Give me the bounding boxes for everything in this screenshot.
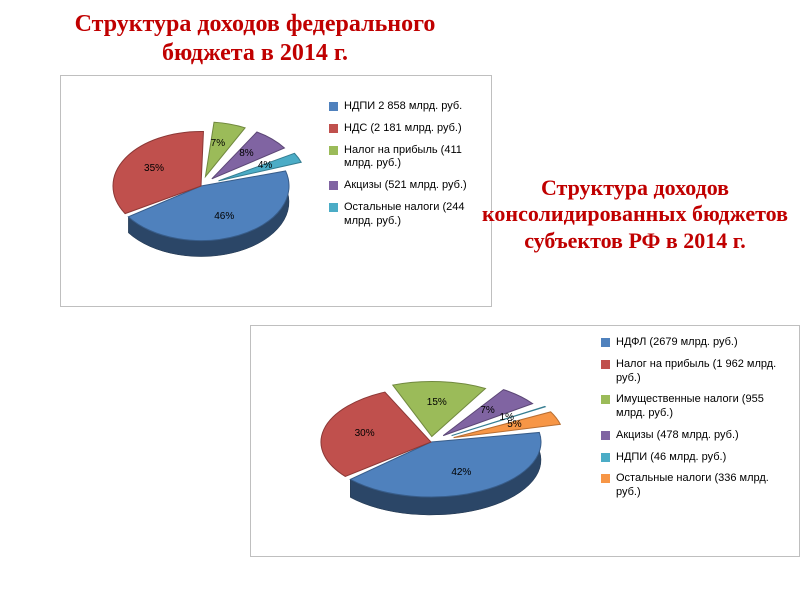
legend-item: Имущественные налоги (955 млрд. руб.) [601,393,796,421]
legend-label: Налог на прибыль (1 962 млрд. руб.) [616,358,796,386]
legend-swatch [601,453,610,462]
chart2-pie-wrap [261,354,591,534]
legend-label: Остальные налоги (336 млрд. руб.) [616,472,796,500]
legend-item: НДС (2 181 млрд. руб.) [329,122,489,136]
legend-label: НДС (2 181 млрд. руб.) [344,122,462,136]
legend-swatch [329,203,338,212]
legend-label: Имущественные налоги (955 млрд. руб.) [616,393,796,421]
legend-item: НДФЛ (2679 млрд. руб.) [601,336,796,350]
slice-pct-label: 4% [258,160,272,171]
chart1-legend: НДПИ 2 858 млрд. руб. НДС (2 181 млрд. ру… [329,100,489,236]
legend-item: Налог на прибыль (1 962 млрд. руб.) [601,358,796,386]
legend-swatch [601,360,610,369]
chart1-panel: 46% 35% 7% 8% 4% НДПИ 2 858 млрд. руб. НДС (2… [60,75,492,307]
chart1-pie-wrap [71,91,321,291]
slice-pct-label: 42% [451,467,471,478]
legend-label: НДФЛ (2679 млрд. руб.) [616,336,738,350]
legend-label: НДПИ (46 млрд. руб.) [616,451,726,465]
slice-pct-label: 7% [211,138,225,149]
slice-pct-label: 30% [355,428,375,439]
legend-item: НДПИ (46 млрд. руб.) [601,451,796,465]
legend-label: Остальные налоги (244 млрд. руб.) [344,201,489,229]
slice-pct-label: 46% [214,211,234,222]
chart2-title: Структура доходов консолидированных бюдж… [470,175,800,254]
slice-pct-label: 5% [507,419,521,430]
legend-swatch [601,431,610,440]
legend-item: Акцизы (521 млрд. руб.) [329,179,489,193]
legend-item: Остальные налоги (244 млрд. руб.) [329,201,489,229]
chart2-panel: 42%30%15%7%1%5% НДФЛ (2679 млрд. руб.)На… [250,325,800,557]
chart2-pie [261,354,591,534]
legend-swatch [601,338,610,347]
slice-pct-label: 8% [239,148,253,159]
slice-pct-label: 7% [480,405,494,416]
legend-swatch [329,146,338,155]
chart1-pie [71,91,321,291]
legend-swatch [329,181,338,190]
legend-label: НДПИ 2 858 млрд. руб. [344,100,462,114]
legend-label: Акцизы (478 млрд. руб.) [616,429,739,443]
legend-item: Налог на прибыль (411 млрд. руб.) [329,144,489,172]
legend-label: Акцизы (521 млрд. руб.) [344,179,467,193]
slice-pct-label: 15% [427,397,447,408]
chart2-legend: НДФЛ (2679 млрд. руб.) Налог на прибыль (… [601,336,796,508]
legend-swatch [601,395,610,404]
legend-item: Остальные налоги (336 млрд. руб.) [601,472,796,500]
legend-swatch [329,124,338,133]
legend-item: Акцизы (478 млрд. руб.) [601,429,796,443]
legend-item: НДПИ 2 858 млрд. руб. [329,100,489,114]
legend-swatch [601,474,610,483]
legend-swatch [329,102,338,111]
legend-label: Налог на прибыль (411 млрд. руб.) [344,144,489,172]
chart1-title: Структура доходов федерального бюджета в… [60,10,450,68]
slice-pct-label: 35% [144,163,164,174]
